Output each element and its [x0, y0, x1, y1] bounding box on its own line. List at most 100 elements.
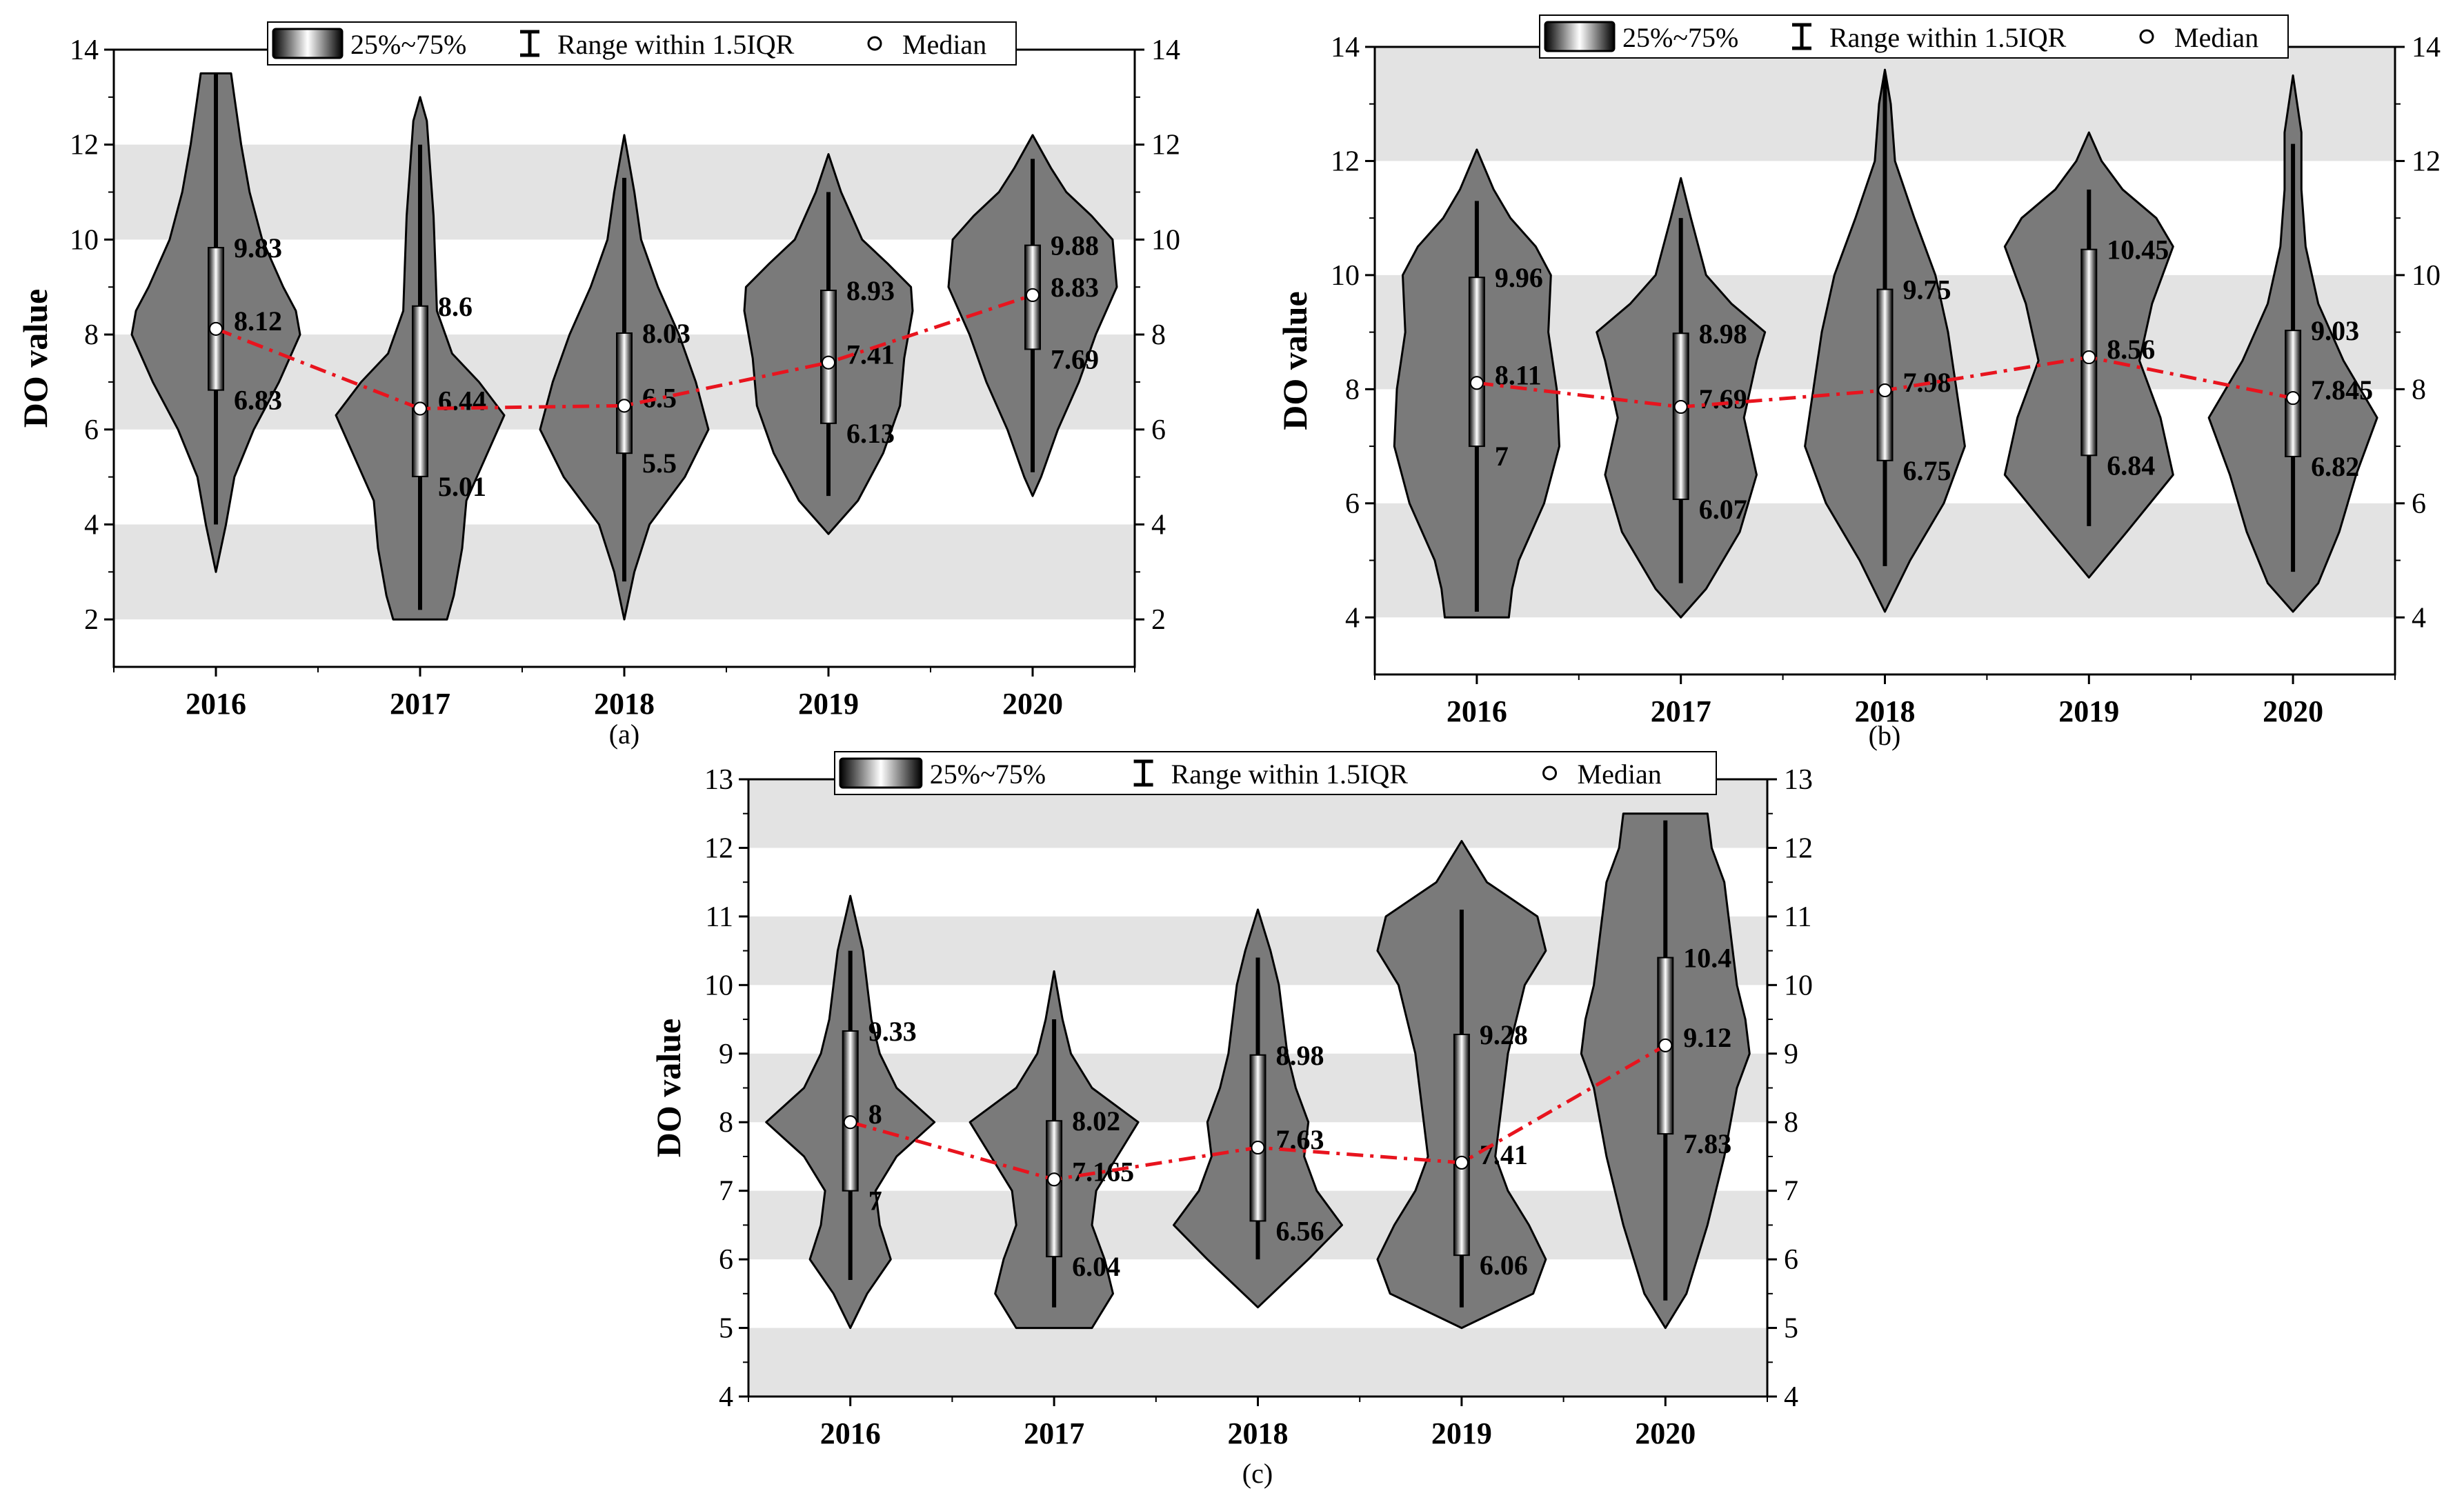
q1-label: 6.82 — [2311, 451, 2359, 482]
q3-label: 9.28 — [1480, 1019, 1528, 1050]
y-tick-label-right: 4 — [1151, 509, 1166, 541]
q3-label: 9.88 — [1051, 230, 1099, 261]
legend-frame — [834, 751, 1717, 795]
median-marker — [617, 399, 631, 413]
y-tick-label-right: 2 — [1151, 604, 1166, 636]
x-tick-label: 2018 — [1228, 1417, 1289, 1450]
legend: 25%~75% Range within 1.5IQR Median — [1539, 14, 2289, 59]
y-tick-label-left: 8 — [719, 1107, 733, 1139]
iqr-box — [208, 247, 224, 391]
y-tick-label-right: 8 — [1784, 1107, 1798, 1139]
q1-label: 7.83 — [1683, 1128, 1731, 1159]
y-tick-label-left: 10 — [1331, 260, 1360, 292]
q3-label: 10.45 — [2107, 234, 2169, 266]
legend: 25%~75% Range within 1.5IQR Median — [267, 21, 1017, 66]
legend-median-label: Median — [2174, 22, 2258, 53]
chart-panel-c: 4 4 5 5 6 6 7 7 8 8 9 9 10 10 11 11 12 12 13 13 DO value 2016… — [649, 764, 1813, 1489]
iqr-box — [616, 332, 633, 454]
q3-label: 10.4 — [1683, 943, 1731, 974]
y-tick-label-right: 5 — [1784, 1313, 1798, 1345]
y-tick-label-right: 10 — [1151, 224, 1180, 256]
y-tick-label-left: 8 — [1345, 374, 1360, 406]
y-tick-label-right: 12 — [2412, 146, 2441, 177]
median-marker — [2286, 391, 2301, 406]
q1-label: 6.83 — [234, 385, 282, 416]
iqr-box — [1672, 332, 1689, 501]
q3-label: 9.96 — [1495, 262, 1543, 293]
q1-label: 6.13 — [846, 418, 895, 449]
q1-label: 6.06 — [1480, 1250, 1528, 1281]
median-label: 7.41 — [1480, 1139, 1528, 1170]
x-tick-label: 2018 — [1855, 694, 1916, 728]
legend-box-swatch — [272, 28, 344, 59]
iqr-box — [1453, 1033, 1470, 1257]
legend-frame — [1539, 14, 2289, 59]
y-tick-label-left: 14 — [70, 34, 99, 66]
x-tick-label: 2016 — [1447, 694, 1507, 728]
y-tick-label-right: 12 — [1784, 832, 1813, 864]
q3-label: 8.02 — [1072, 1105, 1120, 1137]
y-tick-label-left: 5 — [719, 1313, 733, 1345]
x-tick-label: 2020 — [1635, 1417, 1696, 1450]
q1-label: 7 — [1495, 441, 1509, 472]
y-tick-label-right: 6 — [2412, 488, 2426, 520]
q3-label: 8.98 — [1276, 1040, 1324, 1071]
legend-median-icon — [867, 36, 882, 51]
y-tick-label-right: 10 — [1784, 970, 1813, 1001]
panel-tag: (a) — [609, 719, 639, 750]
q3-label: 8.03 — [642, 318, 690, 349]
x-tick-label: 2017 — [1024, 1417, 1084, 1450]
y-tick-label-left: 12 — [1331, 146, 1360, 177]
y-tick-label-right: 11 — [1784, 901, 1811, 933]
legend-range-label: Range within 1.5IQR — [557, 29, 795, 60]
violin-2020: 10.4 9.12 7.83 — [1580, 812, 1751, 1330]
q3-label: 9.83 — [234, 232, 282, 263]
median-label: 8.56 — [2107, 334, 2155, 365]
violin-2018: 8.987.636.56 — [1173, 908, 1343, 1309]
x-tick-label: 2020 — [2263, 694, 2323, 728]
median-marker — [1469, 376, 1484, 390]
q1-label: 5.01 — [438, 471, 486, 502]
y-axis-label: DO value — [649, 1019, 688, 1157]
violin-2016: 9.33 8 7 — [765, 894, 936, 1330]
x-tick-label: 2017 — [1651, 694, 1711, 728]
y-tick-label-right: 6 — [1151, 414, 1166, 446]
x-tick-label: 2019 — [1431, 1417, 1492, 1450]
y-tick-label-left: 7 — [719, 1176, 733, 1208]
y-tick-label-right: 4 — [1784, 1381, 1798, 1413]
y-tick-label-left: 14 — [1331, 32, 1360, 63]
y-tick-label-right: 14 — [1151, 34, 1180, 66]
y-tick-label-right: 4 — [2412, 602, 2426, 634]
y-tick-label-left: 9 — [719, 1039, 733, 1070]
median-label: 7.69 — [1699, 383, 1747, 414]
median-label: 7.41 — [846, 339, 895, 370]
median-label: 9.12 — [1683, 1022, 1731, 1053]
q1-label: 5.5 — [642, 448, 677, 479]
y-tick-label-left: 13 — [704, 764, 733, 796]
y-tick-label-left: 6 — [84, 414, 99, 446]
y-tick-label-right: 8 — [1151, 319, 1166, 351]
y-tick-label-right: 10 — [2412, 260, 2441, 292]
median-marker — [1658, 1038, 1673, 1052]
y-tick-label-left: 10 — [70, 224, 99, 256]
q3-label: 9.03 — [2311, 315, 2359, 346]
chart-panel-b: 4 4 6 6 8 8 10 10 12 12 14 14 DO value 2016 2017 2018 20… — [1275, 32, 2441, 751]
q1-label: 6.75 — [1903, 455, 1951, 486]
q1-label: 6.56 — [1276, 1215, 1324, 1246]
y-axis-label: DO value — [16, 289, 54, 428]
y-tick-label-left: 12 — [70, 130, 99, 161]
q1-label: 7.69 — [1051, 343, 1099, 374]
y-tick-label-left: 6 — [719, 1244, 733, 1276]
y-tick-label-right: 12 — [1151, 130, 1180, 161]
y-tick-label-right: 6 — [1784, 1244, 1798, 1276]
iqr-box — [1046, 1120, 1063, 1258]
median-marker — [1251, 1141, 1265, 1155]
median-trend-line — [215, 293, 1033, 411]
y-tick-label-right: 9 — [1784, 1039, 1798, 1070]
iqr-box — [842, 1030, 859, 1192]
median-marker — [1026, 288, 1040, 302]
q3-label: 8.98 — [1699, 318, 1747, 349]
q1-label: 6.07 — [1699, 494, 1747, 525]
